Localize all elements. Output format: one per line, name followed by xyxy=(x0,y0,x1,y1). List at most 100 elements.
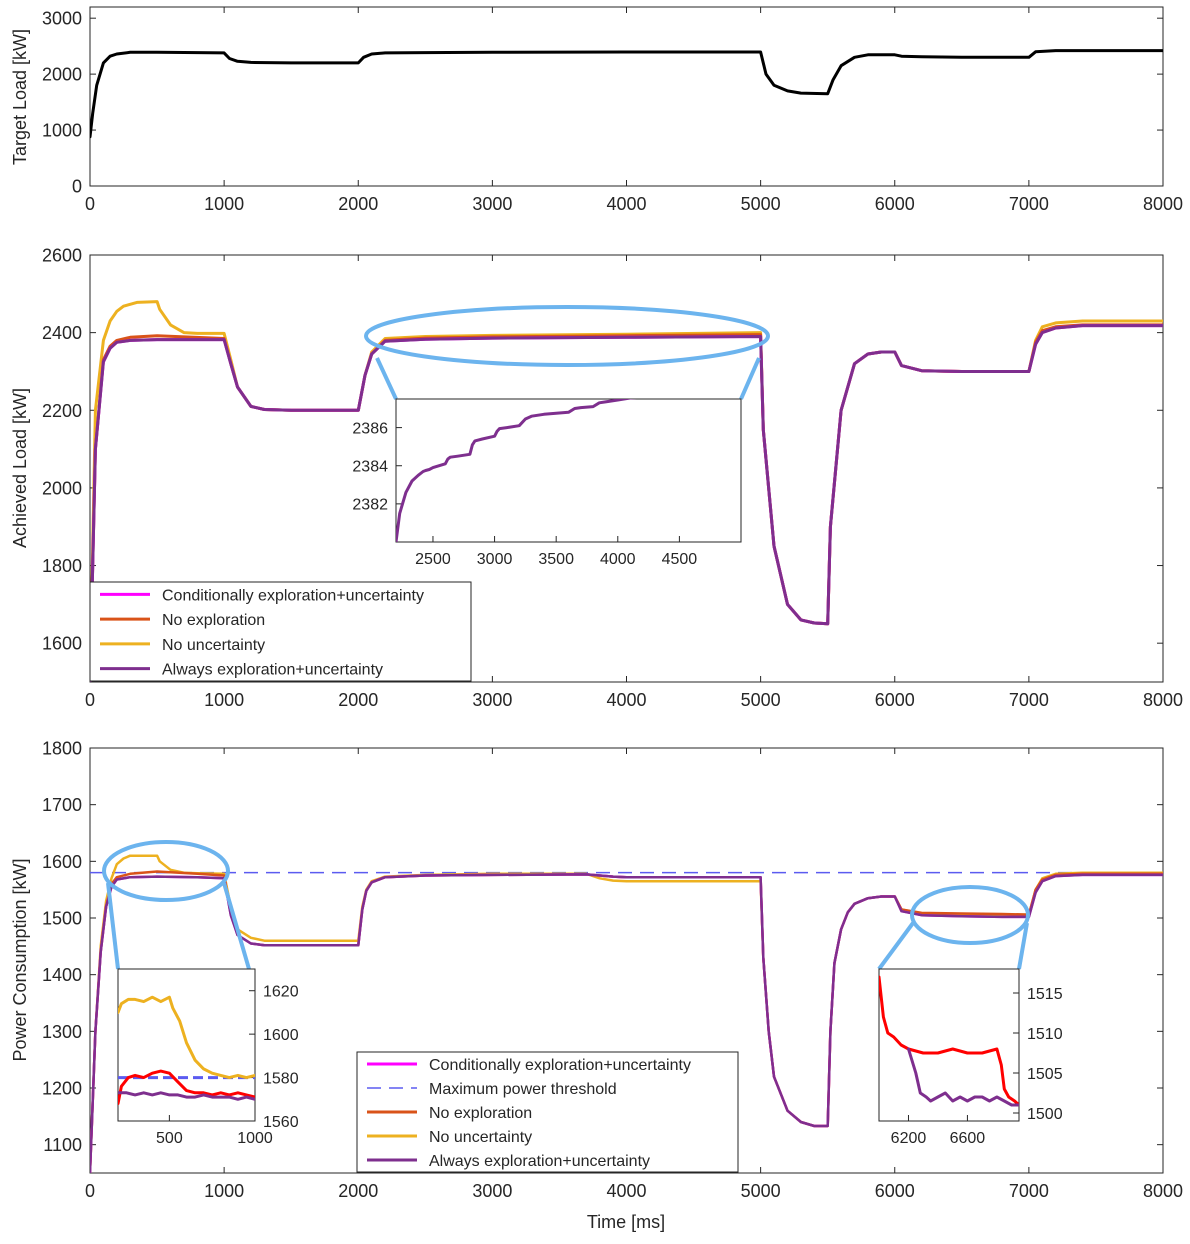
legend-label: No exploration xyxy=(429,1105,532,1122)
legend: Conditionally exploration+uncertainty No … xyxy=(89,581,472,682)
inset-y-ticks: 2382 2384 2386 xyxy=(352,420,402,514)
zoom-ellipse-left xyxy=(102,840,230,902)
x-tick-label: 4000 xyxy=(606,690,646,710)
y-tick-label: 0 xyxy=(72,176,82,196)
zoom-inset-left: 500 1000 1560 1580 1600 1620 xyxy=(117,968,299,1147)
series-line-inset-red xyxy=(118,1069,255,1106)
y-tick-label: 2400 xyxy=(42,323,82,343)
x-tick-label: 3500 xyxy=(538,551,574,568)
series-line-always xyxy=(396,399,637,542)
y-tick-label: 3000 xyxy=(42,9,82,29)
inset-y-ticks: 1560 1580 1600 1620 xyxy=(249,983,299,1131)
zoom-inset: 2500 3000 3500 4000 4500 2382 2384 2386 xyxy=(352,398,742,568)
legend-box xyxy=(356,1051,739,1173)
legend-label: No uncertainty xyxy=(429,1129,532,1146)
x-tick-label: 2000 xyxy=(338,690,378,710)
power-consumption-panel: 0 1000 2000 3000 4000 5000 6000 7000 8000 1100 12… xyxy=(10,738,1183,1232)
y-tick-label: 1000 xyxy=(42,121,82,141)
zoom-connector-right xyxy=(739,357,761,400)
y-tick-label: 1620 xyxy=(263,983,299,1000)
y-tick-label: 2200 xyxy=(42,401,82,421)
legend-label: Conditionally exploration+uncertainty xyxy=(162,587,424,604)
legend-label: No exploration xyxy=(162,612,265,629)
zoom-ellipse-right xyxy=(910,885,1030,945)
x-tick-label: 4500 xyxy=(662,551,698,568)
series-line-inset-red xyxy=(879,975,1019,1107)
y-tick-label: 1600 xyxy=(42,634,82,654)
y-tick-label: 1505 xyxy=(1027,1066,1063,1083)
zoom-connector-left xyxy=(375,357,398,400)
y-axis-label: Power Consumption [kW] xyxy=(10,858,30,1061)
y-tick-label: 1500 xyxy=(42,908,82,928)
series-layer xyxy=(90,854,1163,1173)
x-tick-label: 3000 xyxy=(472,690,512,710)
x-tick-label: 0 xyxy=(85,690,95,710)
y-tick-label: 1500 xyxy=(1027,1106,1063,1123)
x-tick-label: 0 xyxy=(85,194,95,214)
zoom-ellipse xyxy=(364,305,770,367)
x-tick-label: 7000 xyxy=(1009,690,1049,710)
y-tick-label: 1800 xyxy=(42,738,82,758)
inset-series-layer xyxy=(118,995,255,1106)
y-tick-label: 2000 xyxy=(42,478,82,498)
zoom-connector-right-b xyxy=(1017,922,1029,970)
target-load-panel: 0 1000 2000 3000 4000 5000 6000 7000 8000 0 1000 2… xyxy=(10,6,1183,214)
x-tick-label: 1000 xyxy=(204,1181,244,1201)
x-tick-label: 8000 xyxy=(1143,1181,1183,1201)
y-tick-label: 2382 xyxy=(352,497,388,514)
inset-series-layer xyxy=(396,399,637,542)
series-line-no-uncertainty xyxy=(118,995,255,1080)
x-tick-label: 1000 xyxy=(204,690,244,710)
y-tick-label: 1300 xyxy=(42,1022,82,1042)
series-line-always xyxy=(90,873,1163,1173)
x-tick-label: 1000 xyxy=(204,194,244,214)
x-axis-label: Time [ms] xyxy=(587,1212,665,1232)
x-tick-label: 2000 xyxy=(338,194,378,214)
legend-label: No uncertainty xyxy=(162,637,265,654)
inset-x-ticks: 6200 6600 xyxy=(891,1115,985,1147)
x-tick-label: 2500 xyxy=(415,551,451,568)
x-tick-label: 8000 xyxy=(1143,194,1183,214)
series-layer xyxy=(90,49,1163,139)
zoom-connector-left-b xyxy=(222,882,251,970)
series-line-always xyxy=(118,1091,255,1101)
x-tick-label: 4000 xyxy=(606,194,646,214)
x-tick-label: 5000 xyxy=(741,1181,781,1201)
y-tick-label: 1200 xyxy=(42,1078,82,1098)
series-line-always xyxy=(90,324,1163,682)
x-tick-label: 8000 xyxy=(1143,690,1183,710)
inset-y-ticks: 1500 1505 1510 1515 xyxy=(1013,986,1063,1123)
y-axis-label: Target Load [kW] xyxy=(10,29,30,165)
inset-plot-area xyxy=(395,398,742,543)
x-tick-label: 7000 xyxy=(1009,194,1049,214)
zoom-connector-right-a xyxy=(877,921,915,971)
y-tick-label: 1400 xyxy=(42,965,82,985)
x-tick-label: 1000 xyxy=(237,1130,273,1147)
y-tick-label: 2384 xyxy=(352,458,388,475)
y-tick-label: 2386 xyxy=(352,420,388,437)
legend-label: Conditionally exploration+uncertainty xyxy=(429,1057,691,1074)
series-line-always xyxy=(907,1047,1019,1107)
legend-box xyxy=(89,581,472,682)
x-tick-label: 4000 xyxy=(600,551,636,568)
y-tick-label: 1580 xyxy=(263,1070,299,1087)
legend-label: Maximum power threshold xyxy=(429,1081,617,1098)
x-ticks: 0 1000 2000 3000 4000 5000 6000 7000 8000 xyxy=(85,748,1183,1201)
x-tick-label: 5000 xyxy=(741,194,781,214)
plot-area xyxy=(89,6,1164,187)
x-ticks: 0 1000 2000 3000 4000 5000 6000 7000 8000 xyxy=(85,255,1183,710)
x-tick-label: 4000 xyxy=(606,1181,646,1201)
legend-label: Always exploration+uncertainty xyxy=(162,662,383,679)
inset-series-layer xyxy=(879,975,1019,1107)
y-tick-label: 1600 xyxy=(42,852,82,872)
inset-x-ticks: 2500 3000 3500 4000 4500 xyxy=(415,536,697,568)
x-tick-label: 3000 xyxy=(472,194,512,214)
inset-x-ticks: 500 1000 xyxy=(156,1115,273,1147)
legend-label: Always exploration+uncertainty xyxy=(429,1153,650,1170)
y-tick-label: 1100 xyxy=(43,1135,82,1155)
series-line-target xyxy=(90,49,1163,139)
x-tick-label: 6000 xyxy=(875,690,915,710)
y-tick-label: 1560 xyxy=(263,1114,299,1131)
x-tick-label: 6000 xyxy=(875,1181,915,1201)
x-tick-label: 500 xyxy=(156,1130,183,1147)
